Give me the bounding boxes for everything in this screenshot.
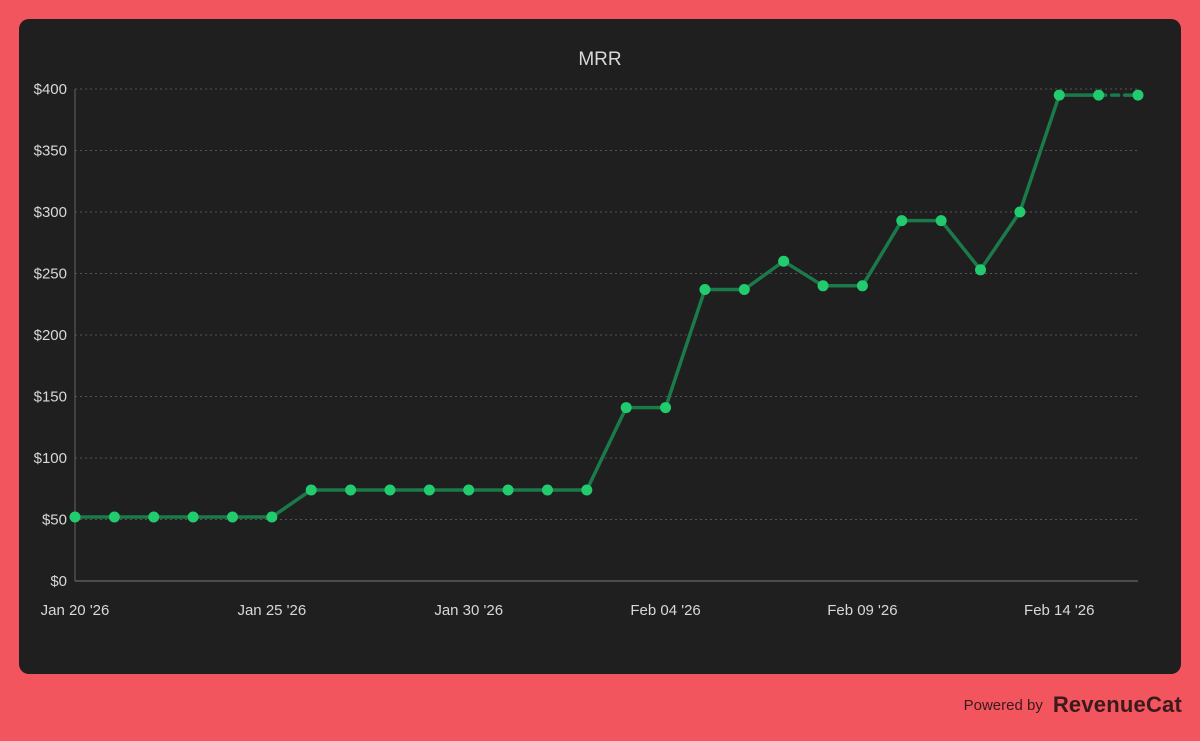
data-point xyxy=(266,511,278,523)
data-point xyxy=(1014,206,1026,218)
series-line-segment xyxy=(270,488,313,519)
line-layer xyxy=(73,93,1140,519)
data-point xyxy=(975,264,987,276)
x-tick-label: Jan 20 '26 xyxy=(41,602,110,619)
data-point xyxy=(581,484,593,496)
data-point xyxy=(856,280,868,292)
powered-by-label: Powered by xyxy=(963,696,1043,714)
series-line-segment xyxy=(742,259,786,292)
data-point xyxy=(541,484,553,496)
series-line-segment xyxy=(663,287,707,410)
data-point xyxy=(778,255,790,267)
data-point xyxy=(384,484,396,496)
y-tick-label: $100 xyxy=(34,450,67,467)
data-point xyxy=(463,484,475,496)
data-point xyxy=(187,511,199,523)
y-tick-label: $150 xyxy=(34,389,67,406)
data-point xyxy=(108,511,120,523)
y-tick-label: $350 xyxy=(34,143,67,160)
series-line-segment xyxy=(939,218,983,272)
data-point xyxy=(1132,89,1144,101)
data-point xyxy=(620,402,632,414)
mrr-chart: MRR $0 $50 $100 $150 $200 $250 $300 $350 $400 Ja… xyxy=(34,49,1144,619)
data-point xyxy=(148,511,160,523)
x-tick-label: Feb 09 '26 xyxy=(827,602,897,619)
data-point xyxy=(423,484,435,496)
data-point xyxy=(660,402,672,414)
series-line-segment xyxy=(585,405,628,492)
data-point xyxy=(738,283,750,295)
chart-card: MRR $0 $50 $100 $150 $200 $250 $300 $350 $400 Ja… xyxy=(19,19,1181,674)
y-tick-label: $50 xyxy=(42,512,67,529)
data-point xyxy=(1053,89,1065,101)
y-tick-label: $0 xyxy=(50,573,67,590)
data-point xyxy=(69,511,81,523)
grid-layer xyxy=(74,88,1138,582)
data-point xyxy=(817,280,829,292)
data-point xyxy=(305,484,317,496)
y-tick-label: $250 xyxy=(34,266,67,283)
y-tick-label: $200 xyxy=(34,327,67,344)
y-tick-label: $300 xyxy=(34,204,67,221)
series-line-segment xyxy=(781,259,825,288)
revenuecat-logo: RevenueCat xyxy=(1052,692,1182,717)
data-point xyxy=(226,511,238,523)
y-axis: $0 $50 $100 $150 $200 $250 $300 $350 $400 xyxy=(34,81,67,590)
chart-title: MRR xyxy=(578,49,621,70)
series-line-segment xyxy=(860,218,904,288)
series-line-segment xyxy=(978,210,1022,272)
y-tick-label: $400 xyxy=(34,81,67,98)
point-layer xyxy=(69,89,1144,523)
data-point xyxy=(935,215,947,227)
data-point xyxy=(699,283,711,295)
x-tick-label: Jan 25 '26 xyxy=(237,602,306,619)
series-line-segment xyxy=(1018,93,1062,214)
data-point xyxy=(896,215,908,227)
data-point xyxy=(502,484,514,496)
data-point xyxy=(345,484,357,496)
data-point xyxy=(1093,89,1105,101)
x-tick-label: Feb 04 '26 xyxy=(630,602,700,619)
x-tick-label: Feb 14 '26 xyxy=(1024,602,1094,619)
x-tick-label: Jan 30 '26 xyxy=(434,602,503,619)
powered-by[interactable]: Powered by RevenueCat xyxy=(964,692,1182,718)
x-axis: Jan 20 '26 Jan 25 '26 Jan 30 '26 Feb 04 '26… xyxy=(41,602,1095,619)
